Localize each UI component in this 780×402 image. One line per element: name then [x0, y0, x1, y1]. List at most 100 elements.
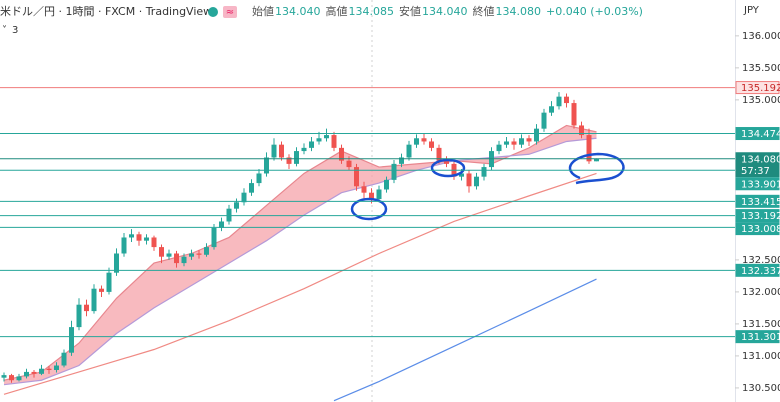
candle-body — [84, 304, 89, 312]
candle-body — [511, 141, 517, 145]
candle-body — [429, 141, 434, 148]
y-tick-label: 132.500 — [742, 255, 780, 266]
candle-body — [31, 371, 37, 374]
candle-body — [594, 158, 599, 162]
candle-body — [504, 141, 509, 145]
candle-body — [144, 237, 149, 241]
candle-body — [444, 160, 449, 164]
candle-body — [189, 253, 194, 257]
candle-body — [571, 103, 577, 126]
candle-body — [331, 135, 337, 148]
candle-body — [481, 167, 487, 177]
indicator-count: 3 — [12, 25, 18, 36]
candle-body — [264, 157, 269, 174]
price-label: 133.008 — [741, 224, 780, 235]
change: +0.040 (+0.03%) — [546, 5, 643, 18]
candle-body — [249, 183, 254, 193]
candle-body — [519, 138, 524, 145]
price-label: 131.301 — [741, 332, 780, 343]
candle-body — [24, 371, 29, 377]
candle-body — [159, 247, 164, 257]
candle-body — [121, 237, 127, 254]
hand-circle — [350, 197, 388, 221]
chevron: ˅ — [2, 24, 7, 36]
candle-body — [129, 234, 134, 238]
price-label: 132.337 — [741, 266, 780, 277]
hand-circle — [568, 152, 625, 185]
candle-body — [16, 376, 22, 381]
candle-body — [436, 147, 442, 161]
candle-body — [361, 186, 367, 193]
candle-body — [136, 234, 142, 241]
candle-body — [466, 173, 472, 187]
candle-body — [534, 128, 539, 142]
price-label-box — [735, 330, 780, 344]
price-label: 133.415 — [741, 197, 780, 208]
candle-body — [369, 192, 374, 200]
candle-body — [339, 147, 344, 161]
candle-body — [474, 176, 479, 187]
candle-body — [579, 125, 584, 136]
candle-body — [391, 163, 397, 180]
countdown: 57:37 — [741, 166, 770, 177]
candle-body — [69, 327, 74, 353]
candle-body — [256, 173, 262, 184]
price-label-box — [735, 194, 780, 208]
price-label-box — [735, 209, 780, 223]
candle-body — [226, 208, 232, 222]
candle-body — [211, 227, 217, 248]
candle-body — [114, 253, 119, 273]
candle-body — [564, 96, 569, 104]
indicator-icon-text: ≈ — [226, 7, 234, 18]
candle-body — [151, 237, 157, 248]
candle-body — [241, 192, 247, 203]
candle-body — [204, 247, 209, 255]
candle-body — [586, 135, 592, 162]
candle-body — [39, 368, 44, 374]
candle-body — [496, 144, 502, 152]
price-label: 135.192 — [741, 83, 780, 94]
candle-body — [301, 147, 307, 152]
price-label: 133.901 — [741, 179, 780, 190]
y-tick-label: 132.000 — [742, 287, 780, 298]
currency: JPY — [743, 5, 760, 16]
y-tick-label: 135.000 — [742, 95, 780, 106]
price-label-box — [735, 177, 780, 191]
ma-line — [333, 278, 597, 402]
price-label-box — [735, 81, 780, 95]
price-label: 134.474 — [741, 129, 780, 140]
candle-body — [91, 288, 97, 312]
candle-body — [99, 288, 104, 292]
candle-body — [219, 221, 224, 228]
candle-body — [414, 138, 419, 145]
candle-body — [9, 375, 14, 381]
candle-body — [376, 189, 382, 200]
y-tick-label: 131.500 — [742, 319, 780, 330]
y-tick-label: 136.000 — [742, 31, 780, 42]
candle-body — [384, 179, 389, 190]
candle-body — [166, 253, 172, 257]
candle-body — [54, 365, 59, 370]
ma-line — [3, 172, 597, 395]
candle-body — [309, 141, 314, 148]
candle-body — [61, 352, 67, 366]
ma-line — [3, 137, 597, 386]
candle-body — [541, 112, 547, 129]
candle-body — [399, 157, 404, 164]
candle-body — [316, 138, 322, 142]
candle-body — [181, 256, 187, 264]
ohlc-label: 始値 — [252, 4, 274, 18]
ribbon-fill — [4, 125, 597, 385]
ohlc-label: 高値 — [326, 4, 348, 18]
indicator-icon — [223, 6, 237, 18]
ohlc-value: 134.085 — [349, 5, 395, 18]
price-label: 134.080 — [741, 154, 780, 165]
annotations — [350, 152, 625, 221]
ohlc-value: 134.040 — [275, 5, 321, 18]
candle-body — [196, 253, 202, 255]
candle-body — [526, 138, 532, 142]
hand-circle — [430, 158, 466, 178]
price-label-box — [735, 263, 780, 277]
price-label-box — [735, 152, 780, 178]
